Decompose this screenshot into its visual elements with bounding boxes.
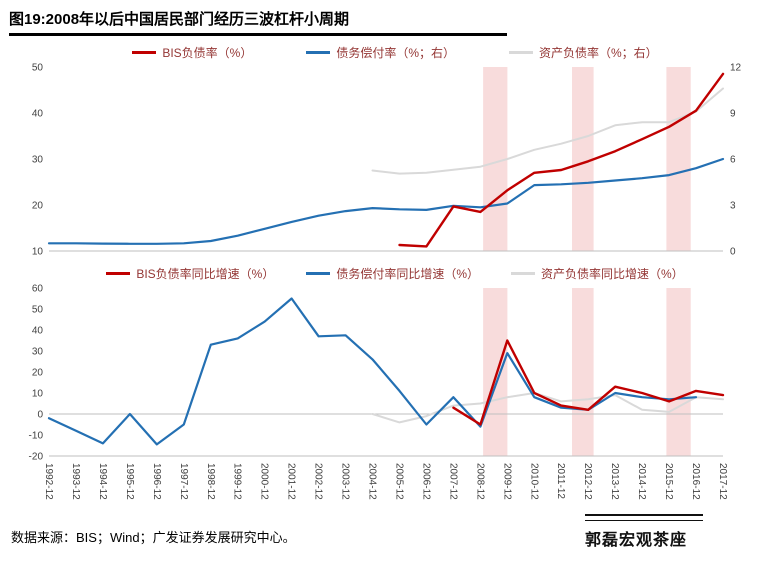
series-line-bis-debt-ratio-yoy <box>452 339 725 426</box>
series-line-debt-service-ratio-yoy <box>47 297 698 446</box>
legend-swatch <box>106 272 131 275</box>
x-axis-tick-label: 1996-12 <box>151 463 162 500</box>
y-axis-tick-label: 30 <box>32 347 44 358</box>
legend-label: 资产负债率同比增速（%） <box>541 267 684 281</box>
x-axis-tick-label: 1998-12 <box>205 463 216 500</box>
legend-item-debt-service-ratio-yoy: 债务偿付率同比增速（%） <box>306 265 479 282</box>
y-axis-tick-label: 40 <box>32 109 44 120</box>
y-axis-tick-label: 10 <box>32 247 44 258</box>
leverage-wave-band <box>572 288 594 456</box>
legend-label: 债务偿付率同比增速（%） <box>336 267 479 281</box>
x-axis-tick-label: 2006-12 <box>420 463 431 500</box>
legend-label: 债务偿付率（%；右） <box>336 46 455 60</box>
x-axis-tick-label: 2000-12 <box>259 463 270 500</box>
x-axis-tick-label: 2016-12 <box>690 463 701 500</box>
x-axis-tick-label: 2004-12 <box>367 463 378 500</box>
x-axis-tick-label: 2011-12 <box>555 463 566 499</box>
y-axis-tick-label: -10 <box>29 431 44 442</box>
x-axis-tick-label: 2015-12 <box>663 463 674 500</box>
x-axis-tick-label: 2008-12 <box>474 463 485 500</box>
legend-swatch <box>511 272 535 275</box>
stamp-text: 郭磊宏观茶座 <box>585 532 688 549</box>
x-axis-tick-label: 1993-12 <box>70 463 81 500</box>
y-axis-tick-label: -20 <box>29 452 44 463</box>
series-line-bis-debt-ratio <box>398 72 725 248</box>
y-axis-right-tick-label: 0 <box>730 247 736 258</box>
page-title: 图19:2008年以后中国居民部门经历三波杠杆小周期 <box>9 11 350 28</box>
data-source-note: 数据来源：BIS；Wind；广发证券发展研究中心。 <box>11 530 296 545</box>
y-axis-right-tick-label: 12 <box>730 63 742 74</box>
legend-item-debt-service-ratio: 债务偿付率（%；右） <box>306 44 455 61</box>
series-line-asset-liability-ratio <box>371 87 724 175</box>
legend-swatch <box>306 272 331 275</box>
x-axis-tick-label: 2010-12 <box>528 463 539 500</box>
y-axis-tick-label: 20 <box>32 201 44 212</box>
bottom-chart-legend: BIS负债率同比增速（%） 债务偿付率同比增速（%） 资产负债率同比增速（%） <box>37 265 753 282</box>
leverage-wave-band <box>666 288 691 456</box>
leverage-wave-band <box>483 67 508 251</box>
y-axis-tick-label: 10 <box>32 389 44 400</box>
y-axis-tick-label: 30 <box>32 155 44 166</box>
legend-swatch <box>132 51 157 54</box>
x-axis-tick-label: 2013-12 <box>609 463 620 500</box>
stamp-rule-thin <box>585 520 703 521</box>
x-axis-tick-label: 2001-12 <box>286 463 297 500</box>
y-axis-tick-label: 50 <box>32 305 44 316</box>
publisher-stamp: 郭磊宏观茶座 <box>585 514 703 550</box>
x-axis-tick-label: 2005-12 <box>394 463 405 500</box>
x-axis-tick-label: 2003-12 <box>340 463 351 500</box>
stamp-rule-thick <box>585 514 703 516</box>
x-axis-tick-label: 2009-12 <box>501 463 512 500</box>
leverage-wave-band <box>483 288 508 456</box>
x-axis-tick-label: 1992-12 <box>43 463 54 500</box>
footer: 数据来源：BIS；Wind；广发证券发展研究中心。 郭磊宏观茶座 <box>9 514 753 550</box>
y-axis-right-tick-label: 9 <box>730 109 736 120</box>
legend-item-bis-debt-ratio-yoy: BIS负债率同比增速（%） <box>106 265 274 282</box>
legend-item-asset-liability-ratio-yoy: 资产负债率同比增速（%） <box>511 265 684 282</box>
x-axis-tick-label: 2012-12 <box>582 463 593 500</box>
leverage-wave-band <box>666 67 691 251</box>
y-axis-tick-label: 40 <box>32 326 44 337</box>
legend-swatch <box>306 51 331 54</box>
leverage-wave-band <box>572 67 594 251</box>
series-line-asset-liability-ratio-yoy <box>371 392 724 424</box>
x-axis-tick-label: 2017-12 <box>717 463 728 500</box>
x-axis-tick-label: 1994-12 <box>97 463 108 500</box>
legend-label: BIS负债率（%） <box>162 46 253 60</box>
x-axis-tick-label: 2014-12 <box>636 463 647 500</box>
bottom-chart: -20 -10 0 10 20 30 40 50 60 1992-12 1993-12 1994-12… <box>29 284 728 501</box>
x-axis-tick-label: 1995-12 <box>124 463 135 500</box>
y-axis-right-tick-label: 6 <box>730 155 736 166</box>
legend-label: BIS负债率同比增速（%） <box>136 267 275 281</box>
legend-item-bis-debt-ratio: BIS负债率（%） <box>132 44 252 61</box>
y-axis-tick-label: 20 <box>32 368 44 379</box>
legend-label: 资产负债率（%；右） <box>539 46 658 60</box>
y-axis-right-tick-label: 3 <box>730 201 736 212</box>
y-axis-tick-label: 50 <box>32 63 44 74</box>
title-underline <box>9 33 507 36</box>
y-axis-tick-label: 0 <box>37 410 43 421</box>
x-axis-tick-label: 2007-12 <box>447 463 458 500</box>
x-axis-tick-label: 2002-12 <box>313 463 324 500</box>
series-line-debt-service-ratio <box>47 157 725 245</box>
legend-swatch <box>509 51 533 54</box>
top-chart-legend: BIS负债率（%） 债务偿付率（%；右） 资产负债率（%；右） <box>37 44 753 61</box>
top-chart: 10 20 30 40 50 0 3 6 9 12 <box>32 63 742 258</box>
x-axis-tick-label: 1997-12 <box>178 463 189 500</box>
y-axis-tick-label: 60 <box>32 284 44 295</box>
legend-item-asset-liability-ratio: 资产负债率（%；右） <box>509 44 658 61</box>
x-axis-tick-label: 1999-12 <box>232 463 243 500</box>
